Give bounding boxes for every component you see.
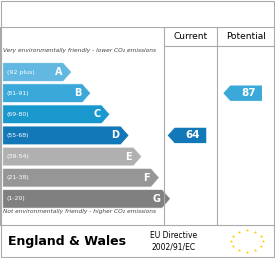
Polygon shape bbox=[3, 105, 110, 124]
Text: Potential: Potential bbox=[226, 32, 266, 41]
Text: (39-54): (39-54) bbox=[7, 154, 30, 159]
Text: 64: 64 bbox=[186, 131, 200, 140]
Text: Very environmentally friendly - lower CO₂ emissions: Very environmentally friendly - lower CO… bbox=[3, 48, 156, 53]
Text: Current: Current bbox=[173, 32, 208, 41]
Polygon shape bbox=[3, 168, 159, 187]
Polygon shape bbox=[3, 147, 142, 166]
Text: 87: 87 bbox=[241, 88, 256, 98]
Text: E: E bbox=[126, 151, 132, 162]
Polygon shape bbox=[223, 85, 262, 101]
Polygon shape bbox=[3, 126, 129, 145]
Polygon shape bbox=[3, 189, 170, 208]
Text: (21-38): (21-38) bbox=[7, 175, 30, 180]
Text: D: D bbox=[111, 131, 119, 140]
Text: (81-91): (81-91) bbox=[7, 91, 29, 96]
Text: (92 plus): (92 plus) bbox=[7, 70, 35, 75]
Polygon shape bbox=[3, 63, 72, 82]
Text: EU Directive
2002/91/EC: EU Directive 2002/91/EC bbox=[150, 231, 197, 252]
Text: B: B bbox=[74, 88, 81, 98]
Text: F: F bbox=[143, 173, 150, 183]
Text: (55-68): (55-68) bbox=[7, 133, 29, 138]
Text: G: G bbox=[153, 194, 161, 204]
Text: Not environmentally friendly - higher CO₂ emissions: Not environmentally friendly - higher CO… bbox=[3, 209, 156, 214]
Text: (69-80): (69-80) bbox=[7, 112, 29, 117]
Text: C: C bbox=[93, 109, 100, 119]
Text: Environmental Impact (CO₂) Rating: Environmental Impact (CO₂) Rating bbox=[28, 9, 247, 19]
Polygon shape bbox=[168, 128, 206, 143]
Text: A: A bbox=[54, 67, 62, 77]
Polygon shape bbox=[3, 84, 91, 103]
Text: (1-20): (1-20) bbox=[7, 196, 26, 201]
Text: England & Wales: England & Wales bbox=[8, 235, 126, 248]
